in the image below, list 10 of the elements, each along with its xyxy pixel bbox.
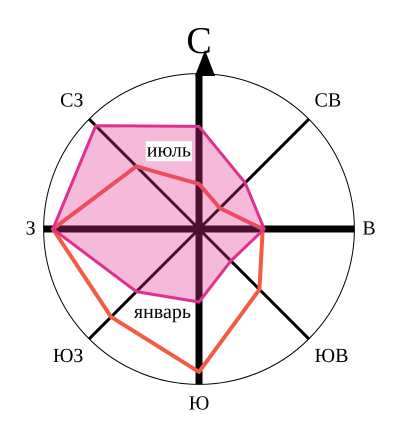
spoke-label: Ю	[188, 392, 210, 415]
spoke-label: СЗ	[60, 90, 84, 112]
spoke-label: С	[186, 20, 212, 62]
series-label: январь	[134, 301, 191, 324]
spoke-label: З	[26, 217, 36, 240]
series-label: июль	[146, 140, 191, 162]
spoke-label: В	[362, 217, 376, 240]
spoke-label: ЮЗ	[52, 344, 84, 367]
spoke-label: СВ	[314, 90, 342, 112]
spoke-label: ЮВ	[314, 344, 348, 367]
